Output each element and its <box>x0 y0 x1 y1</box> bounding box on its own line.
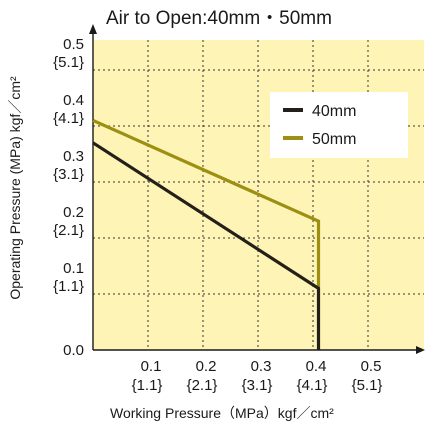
legend-label: 50mm <box>312 131 356 148</box>
x-tick-label: 0.3 <box>251 358 272 375</box>
y-tick-sublabel: {5.1} <box>53 54 84 71</box>
x-tick-label: 0.4 <box>306 358 327 375</box>
x-tick-label: 0.2 <box>196 358 217 375</box>
x-tick-sublabel: {2.1} <box>187 377 218 394</box>
x-tick-sublabel: {5.1} <box>352 377 383 394</box>
x-tick-label: 0.1 <box>141 358 162 375</box>
y-tick-label: 0.2 <box>63 204 84 221</box>
y-tick-label: 0.1 <box>63 260 84 277</box>
chart-title: Air to Open:40mm・50mm <box>106 8 332 29</box>
x-axis-arrow <box>416 346 425 354</box>
y-tick-label: 0.3 <box>63 148 84 165</box>
x-tick-sublabel: {4.1} <box>297 377 328 394</box>
legend-label: 40mm <box>312 103 356 120</box>
y-axis-title: Operating Pressure (MPa) kgf／cm² <box>7 76 23 300</box>
legend: 40mm 50mm <box>270 92 408 158</box>
y-axis-arrow <box>89 24 97 34</box>
axis-layer <box>89 24 425 354</box>
tick-layer: 0.00.1{1.1}0.2{2.1}0.3{3.1}0.4{4.1}0.5{5… <box>53 36 382 394</box>
y-tick-sublabel: {2.1} <box>53 222 84 239</box>
y-tick-sublabel: {1.1} <box>53 278 84 295</box>
series-layer <box>92 118 321 350</box>
x-axis-title: Working Pressure（MPa）kgf／cm² <box>110 405 334 421</box>
x-tick-sublabel: {1.1} <box>132 377 163 394</box>
legend-box <box>270 92 408 158</box>
y-tick-label: 0.4 <box>63 92 84 109</box>
y-tick-label: 0.5 <box>63 36 84 53</box>
series-line-40mm <box>92 141 321 350</box>
y-tick-sublabel: {4.1} <box>53 110 84 127</box>
x-tick-sublabel: {3.1} <box>242 377 273 394</box>
series-line-50mm <box>92 118 321 289</box>
y-tick-label: 0.0 <box>63 342 84 359</box>
y-tick-sublabel: {3.1} <box>53 166 84 183</box>
x-tick-label: 0.5 <box>361 358 382 375</box>
